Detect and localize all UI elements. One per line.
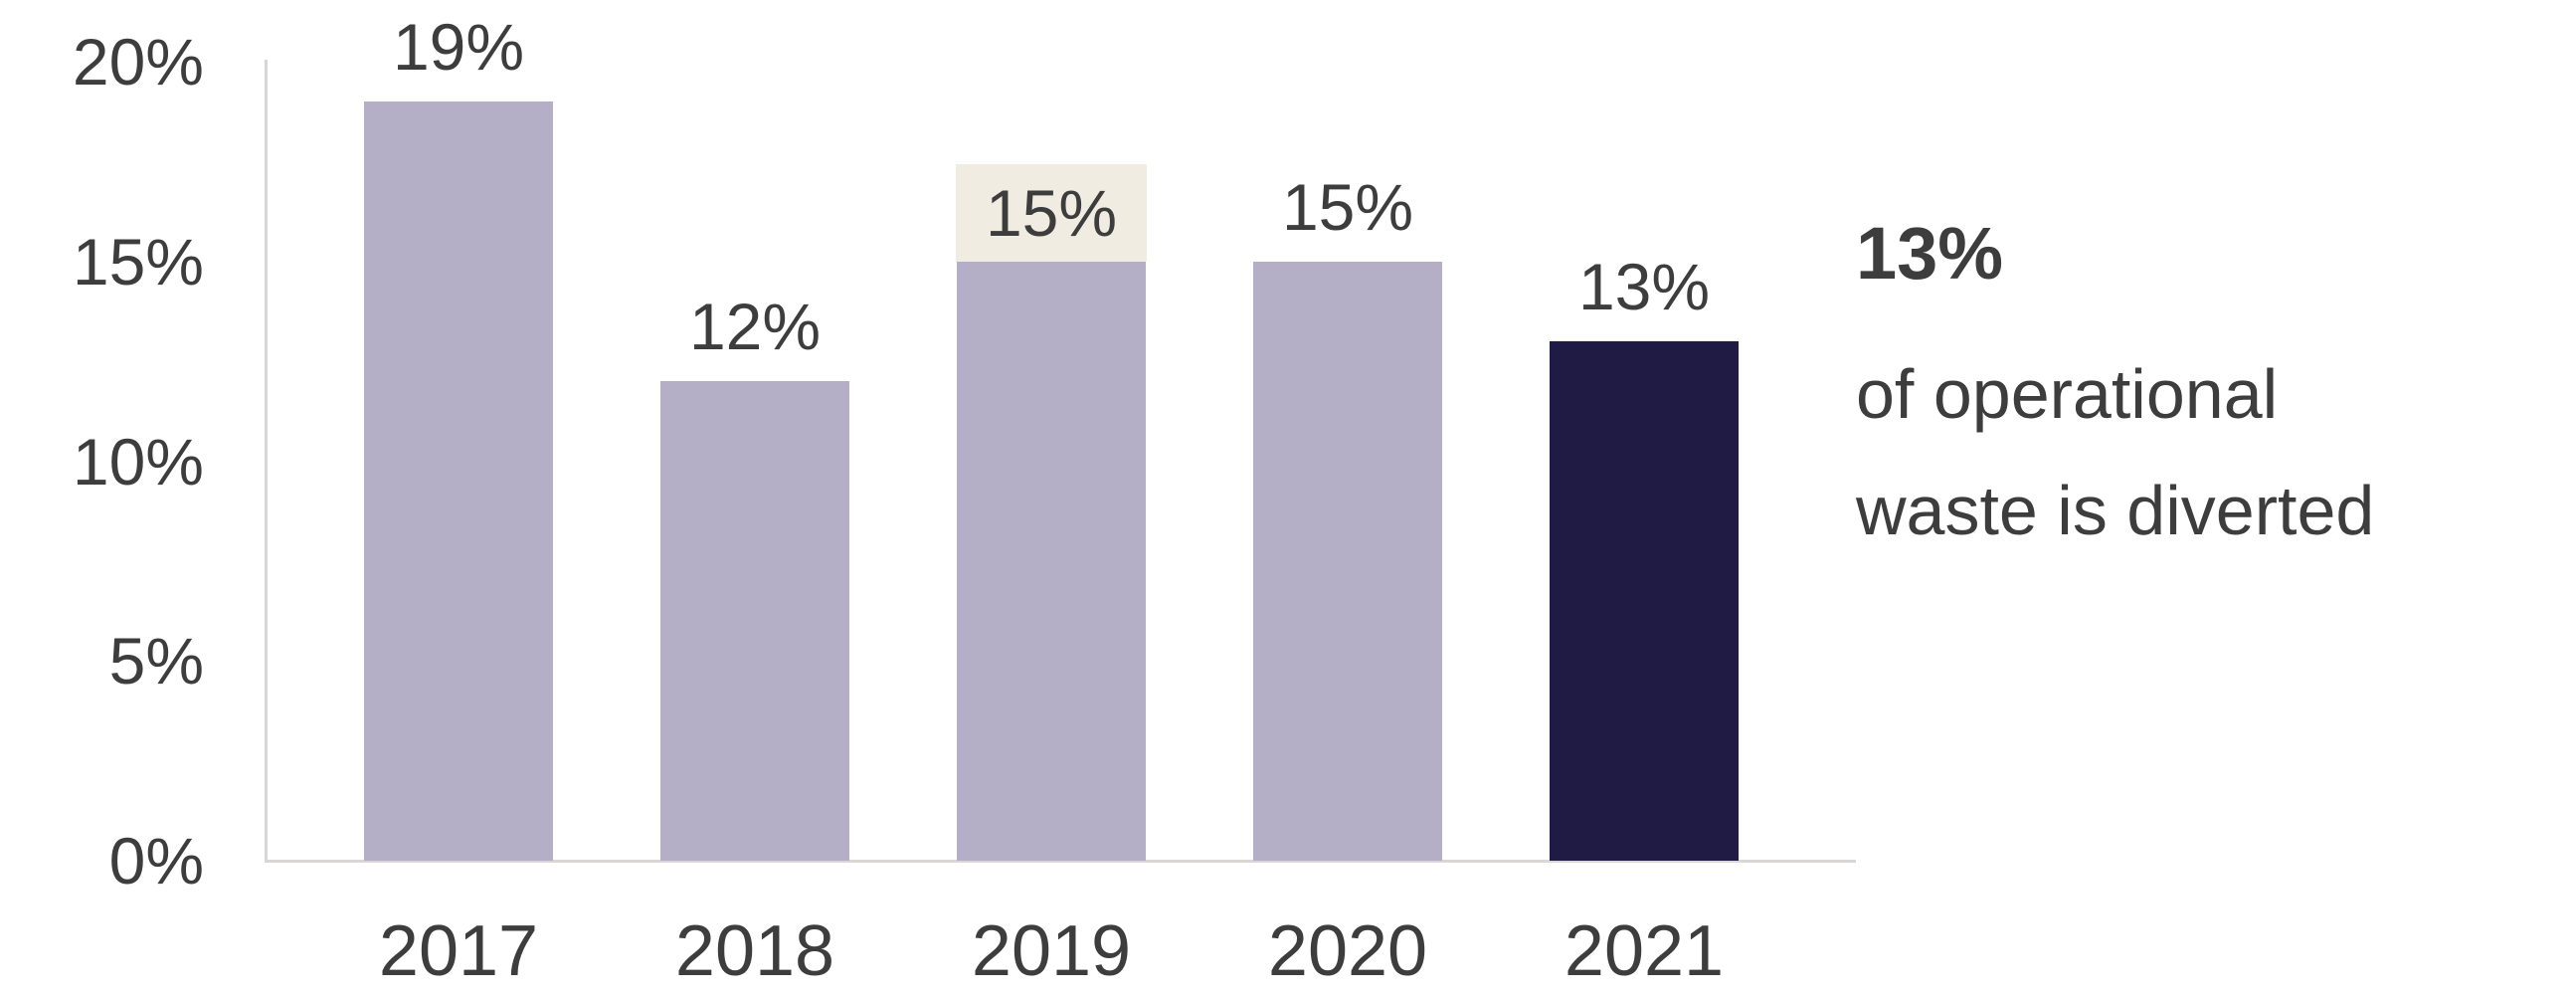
y-axis-tick-label: 20% — [72, 25, 204, 99]
y-axis-tick-label: 5% — [108, 624, 204, 699]
annotation-line-2: waste is diverted — [1856, 472, 2375, 549]
annotation-line-1: of operational — [1856, 355, 2279, 433]
x-axis-label-2020: 2020 — [1267, 911, 1428, 991]
bar-value-label-2019: 15% — [955, 164, 1148, 262]
annotation: 13% of operational waste is diverted — [1856, 217, 2374, 569]
bar-value-label-2017: 19% — [392, 10, 525, 84]
x-axis-label-2017: 2017 — [378, 911, 539, 991]
y-axis-line — [265, 60, 268, 863]
x-axis-label-2021: 2021 — [1564, 911, 1725, 991]
bar-2019 — [957, 262, 1146, 861]
annotation-value: 13% — [1856, 212, 2004, 295]
bar-value-label-2020: 15% — [1281, 170, 1414, 244]
bar-value-label-2018: 12% — [688, 290, 822, 363]
x-axis-line — [265, 860, 1856, 863]
bar-value-label-2021: 13% — [1577, 250, 1711, 323]
bar-2020 — [1253, 262, 1442, 861]
bar-2018 — [660, 381, 849, 861]
bar-2021 — [1550, 341, 1739, 861]
x-axis-label-2019: 2019 — [971, 911, 1132, 991]
x-axis-label-2018: 2018 — [674, 911, 835, 991]
y-axis-tick-label: 10% — [72, 424, 204, 499]
y-axis-tick-label: 0% — [108, 824, 204, 898]
bar-2017 — [364, 101, 553, 861]
y-axis-tick-label: 15% — [72, 224, 204, 299]
